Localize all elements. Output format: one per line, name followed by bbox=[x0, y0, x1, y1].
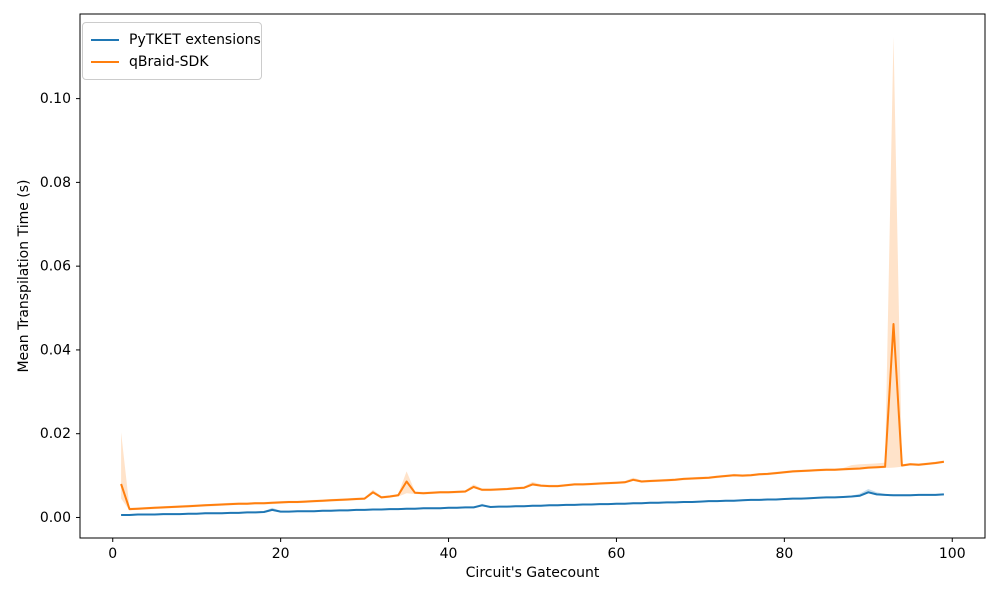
legend: PyTKET extensions qBraid-SDK bbox=[82, 22, 262, 80]
plot-border bbox=[79, 13, 986, 539]
x-tick-label: 100 bbox=[939, 546, 966, 562]
legend-line-swatch-blue bbox=[91, 39, 119, 41]
y-axis-label: Mean Transpilation Time (s) bbox=[16, 179, 32, 373]
y-tick-label: 0.02 bbox=[40, 426, 71, 442]
confidence-band-1 bbox=[121, 36, 944, 511]
series-line-0 bbox=[121, 491, 944, 516]
x-tick-label: 80 bbox=[775, 546, 793, 562]
x-tick-label: 60 bbox=[608, 546, 626, 562]
y-tick-label: 0.06 bbox=[40, 259, 71, 275]
y-tick-label: 0.10 bbox=[40, 91, 71, 107]
x-axis-label: Circuit's Gatecount bbox=[465, 565, 600, 581]
x-tick-label: 20 bbox=[272, 546, 290, 562]
legend-item-pytket-extensions: PyTKET extensions bbox=[91, 29, 261, 51]
series-line-1 bbox=[120, 323, 945, 511]
legend-label: qBraid-SDK bbox=[129, 54, 209, 70]
x-tick-label: 40 bbox=[440, 546, 458, 562]
y-tick-label: 0.00 bbox=[40, 510, 71, 526]
legend-label: PyTKET extensions bbox=[129, 32, 261, 48]
legend-line-swatch-orange bbox=[91, 61, 119, 63]
y-tick-label: 0.08 bbox=[40, 175, 71, 191]
x-tick-label: 0 bbox=[108, 546, 117, 562]
y-tick-label: 0.04 bbox=[40, 342, 71, 358]
legend-item-qbraid-sdk: qBraid-SDK bbox=[91, 51, 251, 73]
